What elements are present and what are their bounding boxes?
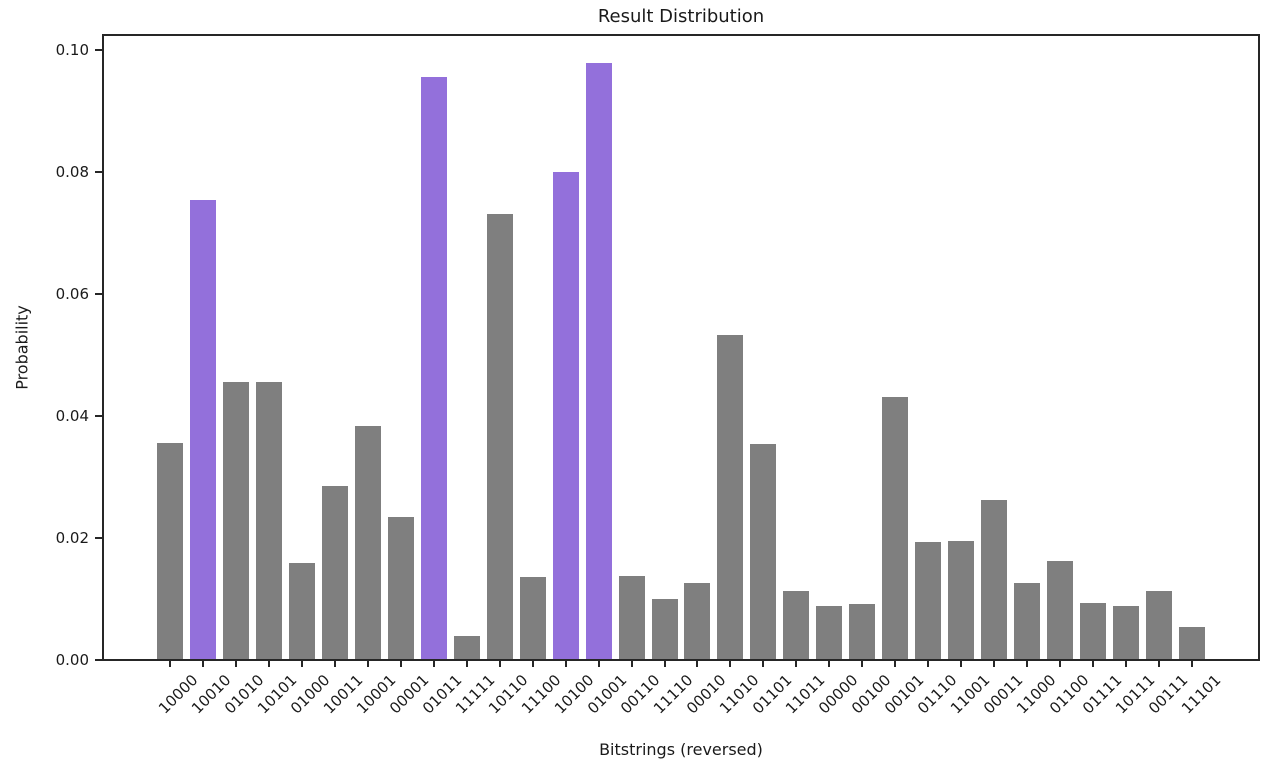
x-tick-mark	[927, 660, 930, 667]
x-tick-mark	[531, 660, 534, 667]
x-tick-mark	[960, 660, 963, 667]
bar-11111	[453, 636, 480, 659]
bar-11000	[1014, 583, 1041, 659]
bar-01011	[420, 77, 447, 659]
y-tick-mark	[95, 659, 102, 661]
x-axis-label: Bitstrings (reversed)	[599, 740, 763, 759]
bar-00000	[816, 606, 843, 659]
y-tick-mark	[95, 536, 102, 539]
x-tick-mark	[597, 660, 600, 667]
bar-10101	[255, 382, 282, 659]
x-tick-mark	[1026, 660, 1029, 667]
bar-01110	[915, 542, 942, 659]
x-tick-mark	[795, 660, 798, 667]
x-tick-mark	[267, 660, 270, 667]
bar-00101	[882, 397, 909, 659]
x-tick-mark	[168, 660, 171, 667]
bar-01101	[750, 444, 777, 659]
bar-00100	[849, 604, 876, 659]
x-tick-mark	[1191, 660, 1194, 667]
bar-10110	[486, 214, 513, 659]
bar-10010	[189, 200, 216, 659]
bar-11101	[1179, 627, 1206, 659]
bar-01100	[1047, 561, 1074, 659]
bar-00001	[387, 517, 414, 659]
y-tick-label-0.06: 0.06	[55, 284, 89, 303]
bar-00011	[981, 500, 1008, 659]
bar-11001	[948, 541, 975, 659]
x-tick-mark	[234, 660, 237, 667]
bar-01001	[585, 63, 612, 659]
x-tick-mark	[1092, 660, 1095, 667]
bar-10111	[1113, 606, 1140, 659]
bar-10011	[321, 486, 348, 659]
x-tick-mark	[1125, 660, 1128, 667]
plot-area	[102, 34, 1260, 661]
bar-10000	[156, 443, 183, 659]
x-tick-mark	[630, 660, 633, 667]
y-tick-label-0.04: 0.04	[55, 406, 89, 425]
x-tick-mark	[366, 660, 369, 667]
y-tick-mark	[95, 48, 102, 51]
x-tick-mark	[1059, 660, 1062, 667]
x-tick-mark	[564, 660, 567, 667]
y-tick-label-0.00: 0.00	[55, 651, 89, 669]
bar-11100	[519, 577, 546, 659]
bar-10001	[354, 426, 381, 659]
x-tick-mark	[300, 660, 303, 667]
y-tick-label-0.02: 0.02	[55, 528, 89, 547]
bar-11110	[651, 599, 678, 659]
x-tick-mark	[498, 660, 501, 667]
x-tick-mark	[333, 660, 336, 667]
bar-00010	[684, 583, 711, 659]
x-tick-mark	[894, 660, 897, 667]
x-tick-mark	[201, 660, 204, 667]
y-tick-mark	[95, 292, 102, 295]
bar-10100	[552, 172, 579, 659]
bar-01000	[288, 563, 315, 659]
bar-11010	[717, 335, 744, 659]
bar-11011	[783, 591, 810, 659]
x-tick-mark	[696, 660, 699, 667]
x-tick-mark	[993, 660, 996, 667]
x-tick-mark	[1158, 660, 1161, 667]
x-tick-mark	[432, 660, 435, 667]
y-tick-label-0.08: 0.08	[55, 162, 89, 181]
bar-01010	[222, 382, 249, 659]
x-tick-mark	[729, 660, 732, 667]
bar-01111	[1080, 603, 1107, 659]
x-tick-mark	[828, 660, 831, 667]
y-axis-label: Probability	[12, 305, 32, 390]
x-tick-mark	[465, 660, 468, 667]
bar-00111	[1146, 591, 1173, 659]
x-tick-mark	[861, 660, 864, 667]
y-tick-mark	[95, 414, 102, 417]
y-tick-mark	[95, 170, 102, 173]
x-tick-mark	[663, 660, 666, 667]
x-tick-mark	[399, 660, 402, 667]
bar-00110	[618, 576, 645, 659]
chart-title: Result Distribution	[597, 6, 765, 27]
y-tick-label-0.10: 0.10	[55, 40, 89, 59]
x-tick-mark	[762, 660, 765, 667]
